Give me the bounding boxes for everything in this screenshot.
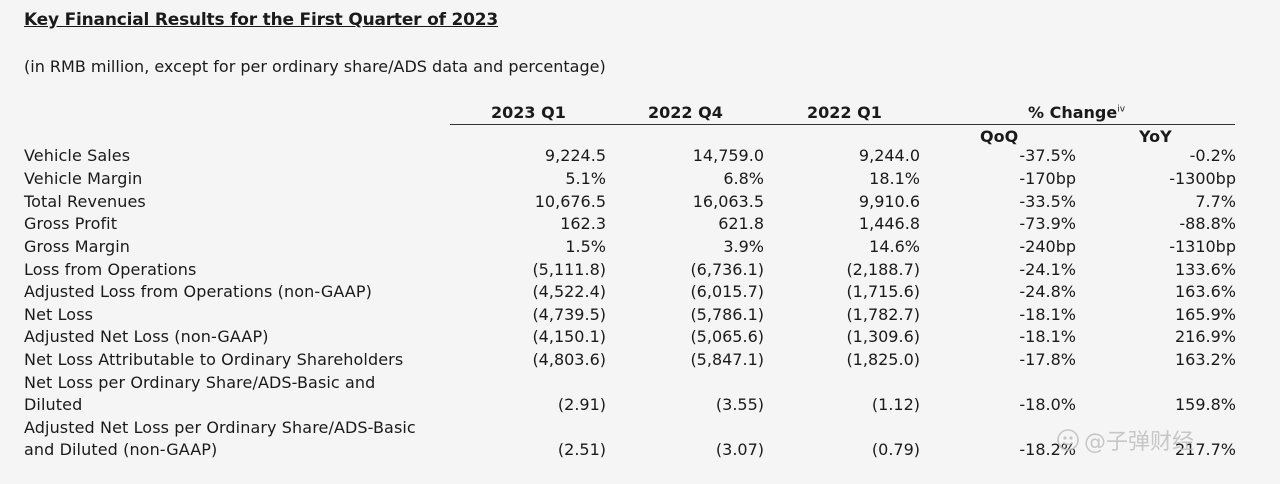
value-qoq: -18.1% [1019,305,1076,324]
value-qoq: -18.1% [1019,327,1076,346]
value-2022q1: (1.12) [871,395,920,414]
value-yoy: 165.9% [1174,305,1236,324]
value-yoy: 217.7% [1174,440,1236,459]
value-2023q1: (5,111.8) [532,260,606,279]
value-2022q1: 9,244.0 [858,146,920,165]
value-2022q1: 18.1% [869,169,920,188]
value-2022q4: 3.9% [723,237,764,256]
value-qoq: -37.5% [1019,146,1076,165]
value-2022q4: (3.07) [715,440,764,459]
value-2022q4: (3.55) [715,395,764,414]
value-2022q4: 14,759.0 [692,146,764,165]
value-qoq: -240bp [1019,237,1076,256]
row-label-continued: Diluted [24,395,83,414]
value-qoq: -17.8% [1019,350,1076,369]
value-2022q1: (1,825.0) [846,350,920,369]
value-2022q4: (5,786.1) [690,305,764,324]
col-header-2022q1: 2022 Q1 [807,103,882,122]
value-2023q1: (2.91) [557,395,606,414]
change-footnote: iv [1117,104,1126,115]
row-label: Vehicle Margin [24,169,143,188]
col-header-2022q4: 2022 Q4 [648,103,723,122]
value-2022q1: (1,782.7) [846,305,920,324]
value-qoq: -33.5% [1019,192,1076,211]
row-label: Loss from Operations [24,260,197,279]
value-2023q1: (4,150.1) [532,327,606,346]
value-2022q4: (6,015.7) [690,282,764,301]
watermark-text: @子弹财经 [1084,430,1195,455]
value-yoy: 216.9% [1174,327,1236,346]
row-label: Net Loss [24,305,94,324]
row-label: Gross Profit [24,214,118,233]
value-2023q1: (2.51) [557,440,606,459]
change-label: % Change [1028,103,1118,122]
value-2022q4: 6.8% [723,169,764,188]
value-2022q1: (1,309.6) [846,327,920,346]
value-2023q1: 162.3 [560,214,606,233]
value-2022q1: 14.6% [869,237,920,256]
value-2023q1: 1.5% [565,237,606,256]
col-header-yoy: YoY [1139,127,1172,146]
value-qoq: -18.0% [1019,395,1076,414]
value-2022q4: 621.8 [718,214,764,233]
value-qoq: -170bp [1019,169,1076,188]
value-yoy: -88.8% [1179,214,1236,233]
value-qoq: -18.2% [1019,440,1076,459]
value-2023q1: (4,803.6) [532,350,606,369]
value-2022q1: 9,910.6 [858,192,920,211]
value-yoy: 163.2% [1174,350,1236,369]
value-yoy: 7.7% [1195,192,1236,211]
units-note: (in RMB million, except for per ordinary… [24,57,606,76]
header-rule [450,124,1235,125]
value-2022q4: (6,736.1) [690,260,764,279]
col-header-qoq: QoQ [980,127,1019,146]
value-qoq: -24.8% [1019,282,1076,301]
value-2022q4: (5,847.1) [690,350,764,369]
value-yoy: -0.2% [1189,146,1236,165]
value-yoy: 133.6% [1174,260,1236,279]
watermark: @子弹财经 [1056,424,1194,456]
value-yoy: 163.6% [1174,282,1236,301]
watermark-logo-icon [1057,429,1079,451]
value-2022q1: 1,446.8 [858,214,920,233]
row-label: Adjusted Loss from Operations (non-GAAP) [24,282,372,301]
value-2022q4: (5,065.6) [690,327,764,346]
row-label: Net Loss per Ordinary Share/ADS-Basic an… [24,373,376,392]
page-title: Key Financial Results for the First Quar… [24,10,498,30]
value-2023q1: 9,224.5 [544,146,606,165]
value-2022q1: (2,188.7) [846,260,920,279]
row-label: Adjusted Net Loss (non-GAAP) [24,327,269,346]
col-header-2023q1: 2023 Q1 [491,103,566,122]
value-yoy: -1310bp [1169,237,1236,256]
value-2023q1: (4,739.5) [532,305,606,324]
value-2022q1: (0.79) [871,440,920,459]
value-qoq: -24.1% [1019,260,1076,279]
value-2022q1: (1,715.6) [846,282,920,301]
row-label: Adjusted Net Loss per Ordinary Share/ADS… [24,418,416,437]
row-label: Net Loss Attributable to Ordinary Shareh… [24,350,404,369]
value-2023q1: (4,522.4) [532,282,606,301]
row-label-continued: and Diluted (non-GAAP) [24,440,218,459]
value-yoy: 159.8% [1174,395,1236,414]
value-2022q4: 16,063.5 [692,192,764,211]
col-header-change: % Changeiv [1028,103,1125,122]
row-label: Gross Margin [24,237,131,256]
value-2023q1: 5.1% [565,169,606,188]
value-qoq: -73.9% [1019,214,1076,233]
value-2023q1: 10,676.5 [534,192,606,211]
value-yoy: -1300bp [1169,169,1236,188]
row-label: Total Revenues [24,192,146,211]
row-label: Vehicle Sales [24,146,131,165]
